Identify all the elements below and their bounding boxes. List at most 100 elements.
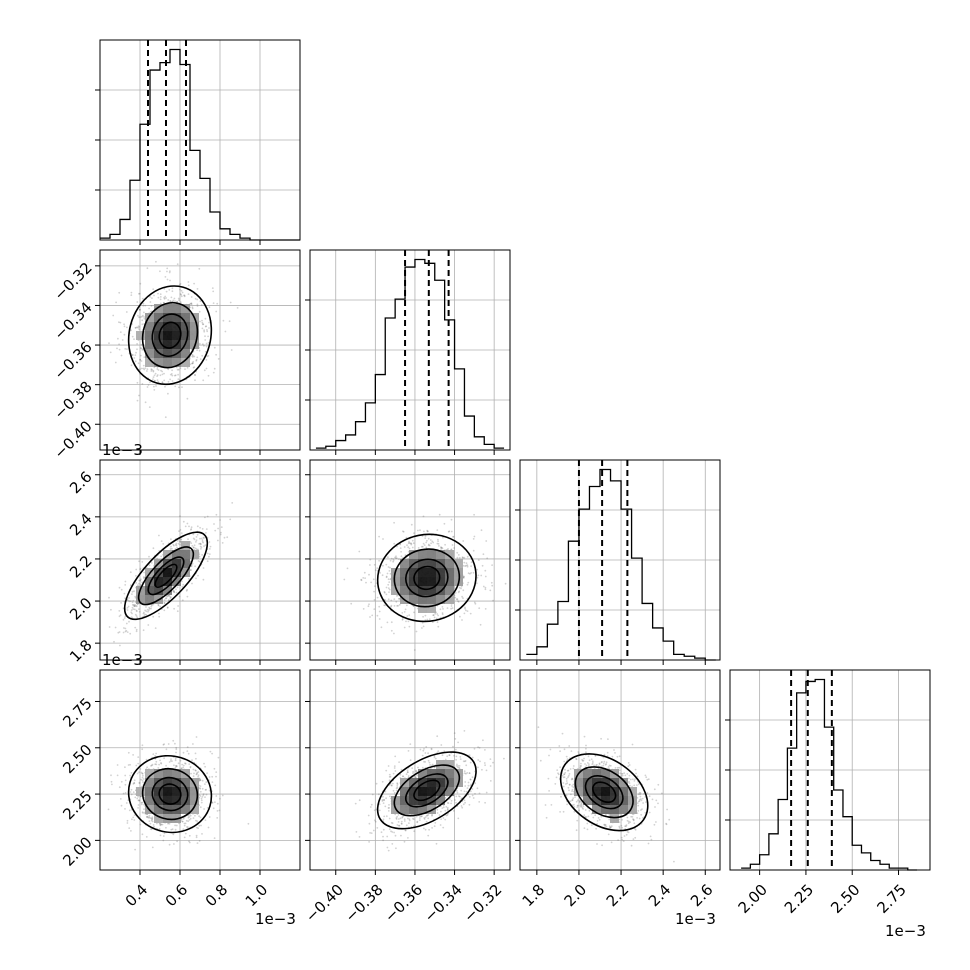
scatter-point [144, 367, 147, 369]
density-cell [145, 769, 154, 778]
scatter-point [140, 778, 143, 781]
density-cell [190, 805, 199, 814]
density-cell [445, 778, 454, 787]
scatter-point [173, 607, 176, 610]
scatter-point [424, 537, 427, 539]
scatter-point [155, 385, 157, 387]
scatter-point [132, 791, 135, 794]
scatter-point [383, 604, 386, 607]
scatter-point [403, 820, 406, 822]
scatter-point [153, 385, 155, 388]
scatter-point [126, 599, 129, 601]
scatter-point [389, 559, 392, 562]
density-cell [163, 331, 172, 340]
scatter-point [187, 538, 189, 541]
scatter-point [389, 566, 391, 569]
scatter-point [181, 763, 184, 766]
scatter-point [134, 354, 137, 356]
scatter-point [127, 605, 130, 608]
scatter-point [392, 560, 394, 563]
scatter-point [428, 618, 431, 621]
scatter-point [207, 335, 210, 338]
scatter-point [387, 556, 389, 559]
density-cell [418, 586, 427, 595]
scatter-point [440, 546, 443, 549]
scatter-point [141, 319, 144, 322]
scatter-point [130, 788, 133, 791]
scatter-point [118, 615, 121, 618]
scatter-point [386, 621, 389, 624]
scatter-point [385, 815, 388, 818]
scatter-point [477, 766, 479, 769]
scatter-point [161, 373, 164, 376]
scatter-point [203, 345, 205, 347]
scatter-point [469, 572, 471, 575]
density-cell [400, 796, 409, 805]
scatter-point [385, 563, 388, 566]
scatter-point [204, 335, 206, 338]
scatter-point [472, 797, 475, 799]
density-cell [445, 577, 454, 586]
scatter-point [381, 799, 384, 801]
scatter-point [429, 539, 432, 541]
scatter-point [135, 630, 138, 633]
density-cell [163, 559, 172, 568]
scatter-point [149, 822, 152, 825]
scatter-point [158, 763, 161, 766]
scatter-point [451, 544, 454, 546]
scatter-point [129, 571, 132, 574]
scatter-point [198, 555, 201, 558]
scatter-point [424, 816, 427, 819]
scatter-point [463, 790, 466, 793]
x-tick-label: −0.36 [381, 881, 426, 926]
scatter-point [461, 595, 463, 598]
scatter-point [149, 310, 152, 313]
scatter-point [425, 746, 428, 748]
scatter-point [206, 329, 208, 331]
scatter-point [388, 779, 391, 782]
scatter-point [481, 768, 483, 771]
scatter-point [222, 319, 225, 322]
scatter-point [113, 640, 115, 643]
scatter-point [384, 598, 386, 601]
scatter-point [436, 613, 439, 615]
scatter-point [118, 631, 121, 633]
scatter-point [389, 775, 392, 778]
panel-frame [519, 459, 721, 661]
scatter-point [167, 392, 169, 395]
scatter-point [135, 568, 138, 571]
scatter-point [141, 811, 144, 813]
scatter-point [390, 605, 392, 608]
scatter-point [419, 748, 422, 751]
scatter-point [393, 831, 395, 834]
scatter-point [187, 293, 190, 295]
scatter-point [130, 611, 133, 614]
scatter-point [179, 282, 182, 285]
scatter-point [370, 581, 372, 584]
scatter-point [177, 297, 180, 300]
scatter-point [482, 585, 485, 588]
scatter-point [343, 578, 346, 581]
density-cell [409, 787, 418, 796]
scatter-point [462, 803, 465, 806]
scatter-point [118, 321, 120, 324]
scatter-point [228, 320, 231, 323]
scatter-point [181, 386, 183, 388]
scatter-point [175, 591, 178, 594]
scatter-point [124, 584, 127, 586]
scatter-point [140, 578, 142, 581]
scatter-point [461, 556, 464, 559]
scatter-point [388, 776, 391, 778]
y-tick-label: 2.6 [66, 468, 96, 498]
scatter-point [147, 816, 150, 819]
density-cell [163, 550, 172, 559]
scatter-point [182, 520, 185, 523]
scatter-point [215, 795, 218, 797]
scatter-point [197, 560, 200, 562]
scatter-point [426, 530, 429, 533]
scatter-point [413, 649, 416, 651]
density-cell [445, 586, 454, 595]
scatter-point [407, 817, 409, 820]
scatter-point [124, 792, 127, 794]
scatter-point [133, 782, 136, 784]
